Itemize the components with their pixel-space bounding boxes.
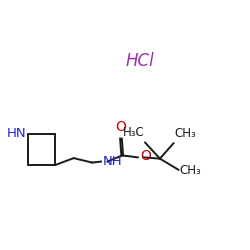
- Text: HCl: HCl: [126, 52, 154, 70]
- Text: CH₃: CH₃: [175, 126, 197, 140]
- Text: H₃C: H₃C: [123, 126, 144, 138]
- Text: CH₃: CH₃: [180, 164, 201, 177]
- Text: O: O: [140, 150, 151, 164]
- Text: NH: NH: [103, 155, 122, 168]
- Text: HN: HN: [6, 127, 26, 140]
- Text: O: O: [116, 120, 126, 134]
